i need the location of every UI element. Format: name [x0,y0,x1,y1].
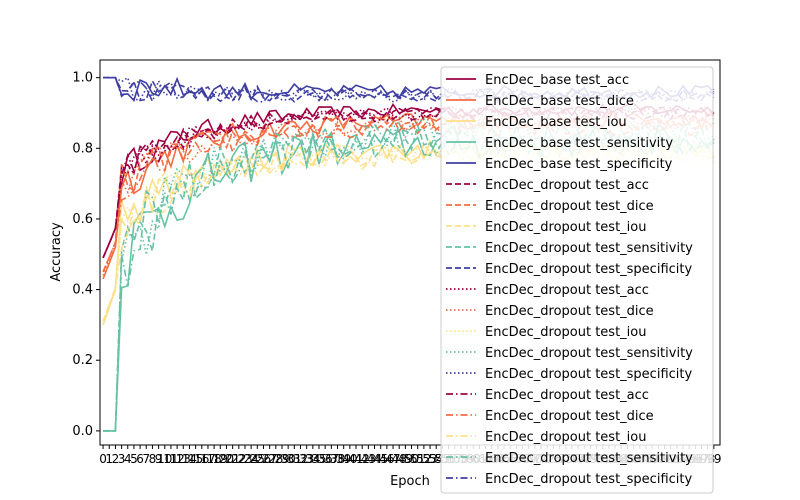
x-tick-label: 47 [385,452,400,466]
x-tick-label: 24 [244,452,259,466]
legend-label: EncDec_dropout test_sensitivity [485,451,693,466]
x-tick-label: 18 [206,452,221,466]
x-tick-label: 50 [404,452,419,466]
x-tick-label: 1 [105,452,113,466]
legend-label: EncDec_dropout test_sensitivity [485,241,693,256]
legend-label: EncDec_dropout test_dice [485,409,654,424]
x-tick-label: 9 [155,452,163,466]
x-tick-label: 53 [422,452,437,466]
x-tick-label: 36 [318,452,333,466]
series-line [102,106,715,259]
x-tick-label: 39 [336,452,351,466]
x-tick-label: 4 [124,452,132,466]
x-tick-label: 49 [398,452,413,466]
x-tick-label: 6 [136,452,144,466]
x-tick-label: 21 [225,452,240,466]
y-tick-label: 1.0 [72,71,93,86]
x-tick-label: 10 [157,452,172,466]
x-tick-label: 17 [200,452,215,466]
x-tick-label: 54 [429,452,444,466]
x-tick-label: 8 [149,452,157,466]
x-tick-label: 16 [194,452,209,466]
x-tick-label: 34 [305,452,320,466]
series-line [102,113,715,273]
x-tick-label: 46 [379,452,394,466]
x-tick-label: 35 [311,452,326,466]
y-tick-label: 0.2 [72,353,93,368]
legend-label: EncDec_dropout test_sensitivity [485,346,693,361]
x-tick-label: 20 [219,452,234,466]
legend-label: EncDec_dropout test_specificity [485,262,692,277]
x-tick-label: 3 [118,452,126,466]
legend-label: EncDec_dropout test_acc [485,178,649,193]
y-tick-label: 0.6 [72,212,93,227]
x-tick-label: 13 [176,452,191,466]
legend-label: EncDec_dropout test_dice [485,199,654,214]
series-line [103,76,715,104]
y-tick-label: 0.4 [72,283,93,298]
x-tick-label: 14 [182,452,197,466]
legend-label: EncDec_base test_iou [485,115,627,130]
legend-label: EncDec_dropout test_iou [485,325,646,340]
x-tick-label: 30 [281,452,296,466]
plot-frame [99,59,721,446]
x-tick-label: 44 [367,452,382,466]
legend-label: EncDec_dropout test_dice [485,304,654,319]
series-line [102,143,715,322]
y-axis-label: Accuracy [49,222,64,282]
x-tick-label: 43 [361,452,376,466]
x-tick-label: 15 [188,452,203,466]
legend-label: EncDec_base test_dice [485,94,634,109]
x-tick-label: 42 [355,452,370,466]
legend-label: EncDec_dropout test_iou [485,430,646,445]
y-tick-label: 0.8 [72,141,93,156]
x-tick-label: 26 [256,452,271,466]
legend-label: EncDec_dropout test_iou [485,220,646,235]
legend-box [440,66,714,494]
legend-label: EncDec_dropout test_specificity [485,367,692,382]
x-tick-label: 31 [287,452,302,466]
x-tick-label: 11 [163,452,178,466]
x-tick-label: 28 [268,452,283,466]
x-tick-label: 23 [237,452,252,466]
series-line [102,114,714,276]
x-tick-label: 33 [299,452,314,466]
legend-label: EncDec_base test_acc [485,73,629,88]
x-tick-label: 52 [416,452,431,466]
legend: EncDec_base test_acc EncDec_base test_dic… [440,66,714,494]
series-line [103,116,715,432]
x-tick-label: 2 [112,452,120,466]
legend-label: EncDec_base test_sensitivity [485,136,673,151]
x-axis-label: Epoch [390,474,430,489]
legend-label: EncDec_dropout test_specificity [485,472,692,487]
x-tick-label: 51 [410,452,425,466]
x-tick-label: 32 [293,452,308,466]
series-line [103,76,715,103]
x-tick-label: 41 [348,452,363,466]
legend-label: EncDec_base test_specificity [485,157,673,172]
x-tick-label: 29 [274,452,289,466]
x-tick-label: 25 [250,452,265,466]
x-tick-label: 19 [213,452,228,466]
x-tick-label: 40 [342,452,357,466]
x-tick-label: 45 [373,452,388,466]
x-tick-label: 5 [130,452,138,466]
x-tick-label: 22 [231,452,246,466]
x-tick-label: 48 [392,452,407,466]
y-tick-label: 0.0 [72,424,93,439]
x-tick-label: 37 [324,452,339,466]
legend-label: EncDec_dropout test_acc [485,283,649,298]
y-axis: 0.0 0.2 0.4 0.6 0.8 1.0 [72,71,100,439]
x-tick-label: 38 [330,452,345,466]
x-tick-label: 27 [262,452,277,466]
legend-label: EncDec_dropout test_acc [485,388,649,403]
x-tick-label: 12 [169,452,184,466]
x-tick-label: 0 [99,452,107,466]
x-tick-label: 7 [142,452,150,466]
